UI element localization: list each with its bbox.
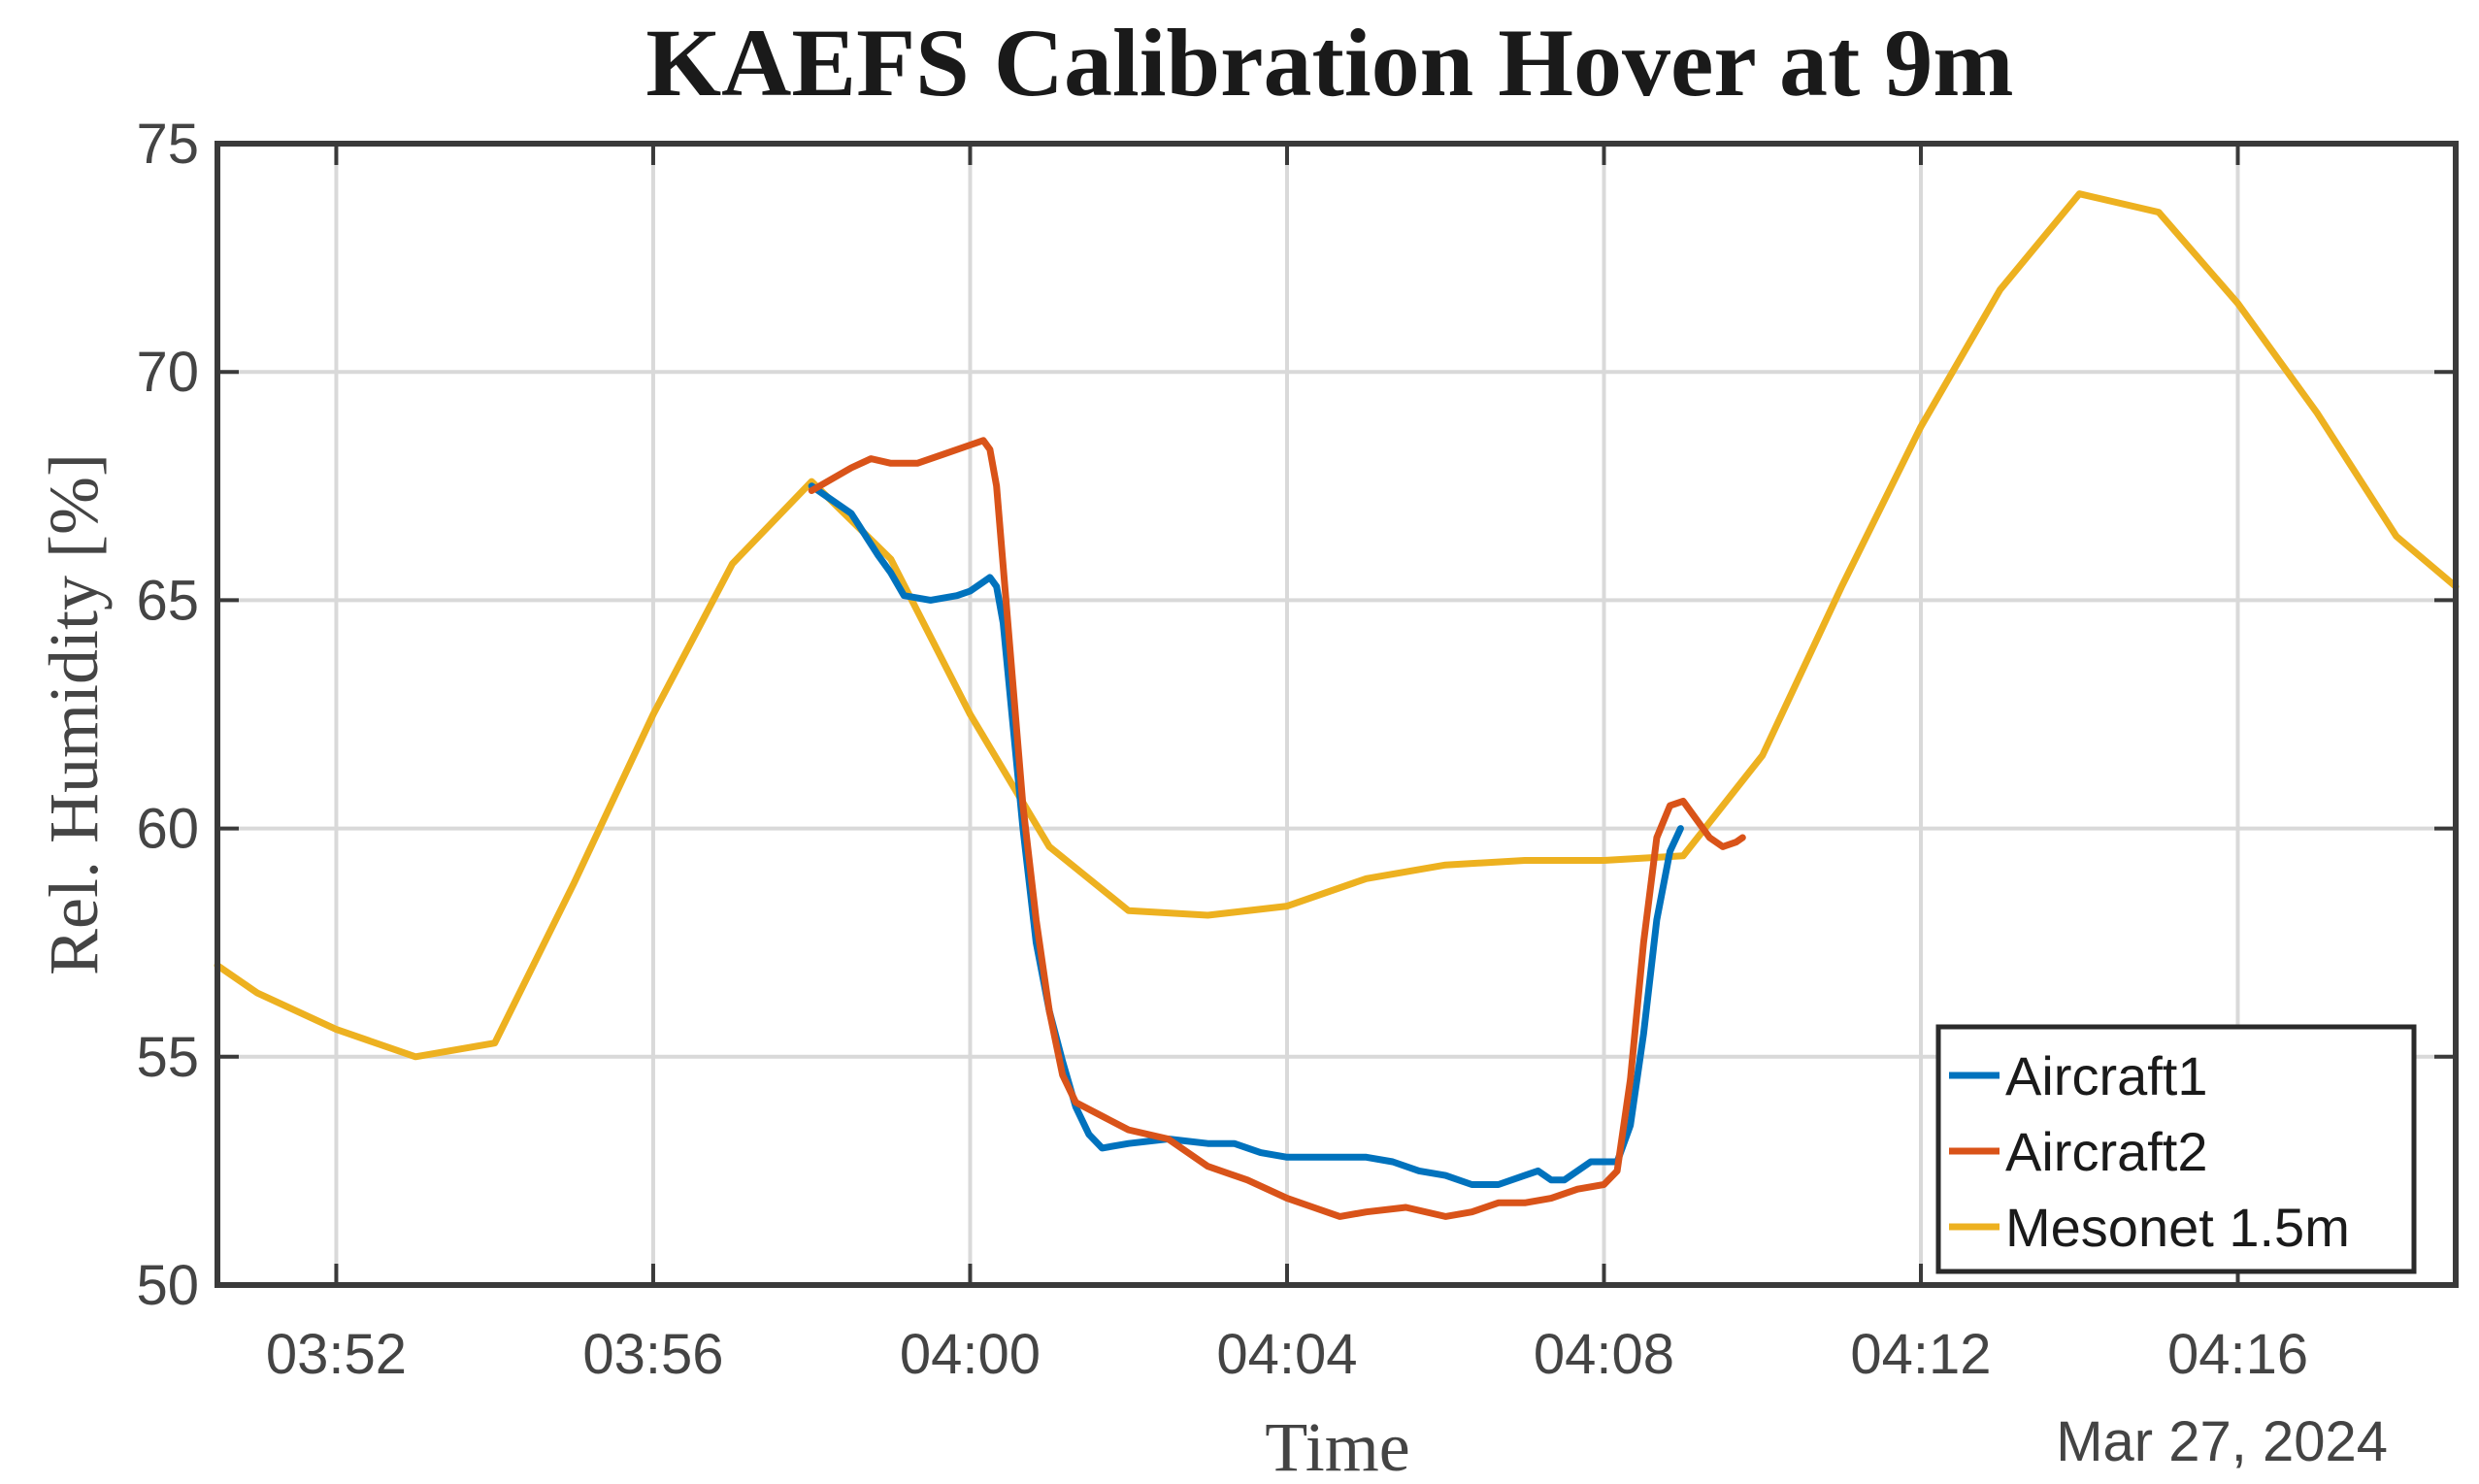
plot-frame: [215, 141, 2459, 1288]
y-tick-label: 50: [136, 1254, 199, 1317]
x-tick-label: 04:00: [900, 1323, 1041, 1386]
legend: Aircraft1 Aircraft2 Mesonet 1.5m: [1935, 1024, 2417, 1274]
legend-box: [1935, 1024, 2417, 1274]
legend-label-aircraft2: Aircraft2: [2005, 1121, 2208, 1182]
series-line-mesonet-1-5m: [214, 190, 2460, 1061]
x-tick-label: 04:04: [1216, 1323, 1357, 1386]
date-label: Mar 27, 2024: [2056, 1410, 2388, 1473]
legend-label-aircraft1: Aircraft1: [2005, 1045, 2208, 1106]
chart-title: KAEFS Calibration Hover at 9m: [645, 9, 2013, 116]
x-tick-label: 04:16: [2167, 1323, 2308, 1386]
x-tick-label: 04:12: [1850, 1323, 1991, 1386]
x-tick-label: 04:08: [1534, 1323, 1674, 1386]
tick-marks: [217, 142, 2456, 1287]
legend-label-mesonet-1-5m: Mesonet 1.5m: [2005, 1197, 2350, 1258]
series-line-aircraft2: [808, 437, 1746, 1220]
x-axis-label: Time: [1265, 1408, 1409, 1484]
y-tick-label: 55: [136, 1026, 199, 1089]
x-tick-labels: 03:52 03:56 04:00 04:04 04:08 04:12 04:16: [266, 1323, 2308, 1386]
legend-items: Aircraft1 Aircraft2 Mesonet 1.5m: [1949, 1045, 2350, 1258]
y-tick-label: 75: [136, 113, 199, 176]
x-tick-label: 03:56: [582, 1323, 723, 1386]
y-tick-label: 60: [136, 798, 199, 861]
y-tick-labels: 50 55 60 65 70 75: [136, 113, 199, 1317]
y-tick-label: 65: [136, 569, 199, 632]
y-tick-label: 70: [136, 341, 199, 404]
y-axis-label: Rel. Humidity [%]: [35, 453, 113, 975]
series-line-aircraft1: [808, 482, 1684, 1188]
x-tick-label: 03:52: [266, 1323, 407, 1386]
series-layer: [214, 190, 2460, 1220]
